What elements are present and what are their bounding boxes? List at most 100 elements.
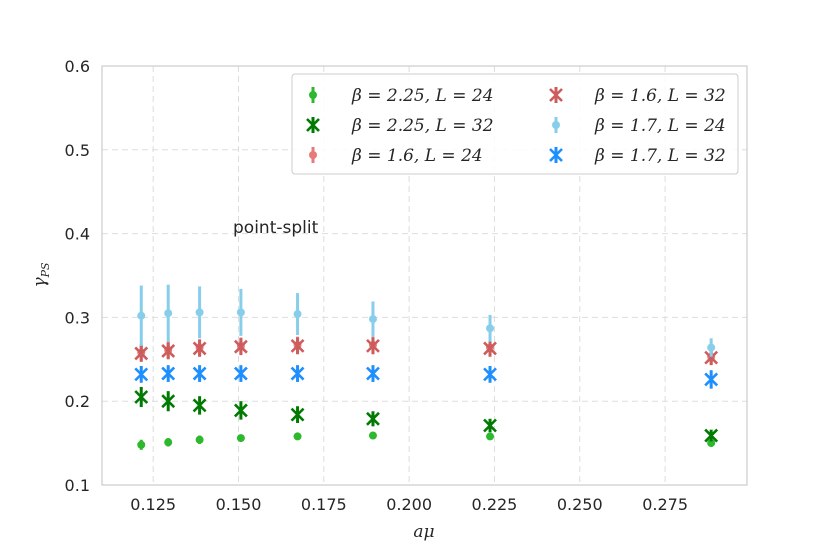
point-marker — [290, 338, 305, 353]
x-marker-stroke — [549, 148, 563, 162]
y-axis-label-sub: PS — [39, 262, 52, 278]
legend-marker — [309, 151, 317, 159]
point-marker — [368, 315, 377, 324]
y-axis-label: γPS — [30, 262, 52, 288]
point-marker — [293, 310, 302, 319]
x-marker-stroke — [549, 88, 563, 102]
point-marker — [195, 435, 204, 444]
point-marker — [366, 411, 380, 426]
y-tick-label: 0.6 — [65, 57, 90, 76]
y-tick-label: 0.5 — [65, 141, 90, 160]
x-tick-label: 0.225 — [472, 495, 518, 514]
legend-marker — [306, 118, 320, 132]
series-layer — [134, 284, 719, 450]
legend-entry: β = 2.25, L = 32 — [306, 116, 494, 136]
point-marker — [192, 398, 207, 413]
point-marker — [137, 311, 146, 320]
data-point — [483, 366, 497, 383]
x-marker-stroke — [306, 118, 320, 132]
point-marker — [483, 418, 497, 433]
point-marker — [192, 366, 207, 381]
point-marker — [707, 343, 716, 352]
point-marker — [195, 308, 204, 317]
data-point — [233, 401, 248, 420]
x-marker-stroke — [290, 366, 305, 381]
x-tick-label: 0.250 — [557, 495, 603, 514]
data-point — [134, 366, 149, 383]
data-point — [192, 340, 207, 357]
y-axis-label-main: γ — [30, 277, 50, 288]
legend-label: β = 1.6, L = 32 — [594, 86, 726, 106]
legend-frame — [291, 73, 739, 175]
x-marker-stroke — [704, 350, 719, 365]
legend-label: β = 2.25, L = 24 — [351, 86, 494, 106]
x-marker-stroke — [704, 372, 719, 387]
plot-frame — [101, 65, 748, 486]
x-marker-stroke — [134, 346, 149, 361]
point-marker — [486, 432, 495, 441]
legend-entry: β = 2.25, L = 24 — [309, 86, 494, 106]
point-marker — [483, 367, 497, 382]
point-marker — [233, 366, 248, 381]
point-marker — [161, 366, 176, 381]
legend-entry: β = 1.6, L = 32 — [549, 86, 726, 106]
data-point — [704, 370, 719, 389]
data-point — [368, 431, 377, 440]
x-marker-stroke — [290, 338, 305, 353]
point-marker — [290, 407, 305, 422]
x-marker-stroke — [192, 341, 207, 356]
data-point — [233, 338, 248, 356]
data-point — [293, 432, 302, 441]
data-point — [366, 411, 380, 427]
x-ticks: 0.125 0.150 0.175 0.200 0.225 0.250 0.275 — [130, 495, 688, 514]
y-tick-label: 0.2 — [65, 392, 90, 411]
point-marker — [290, 366, 305, 381]
point-marker — [192, 341, 207, 356]
annotation-label: point-split — [233, 218, 319, 238]
x-tick-label: 0.275 — [642, 495, 688, 514]
point-marker — [164, 309, 173, 318]
x-marker-stroke — [161, 366, 176, 381]
data-point — [704, 428, 719, 443]
point-marker — [293, 432, 302, 441]
x-marker-stroke — [161, 344, 176, 358]
data-point — [134, 386, 149, 408]
x-marker-stroke — [192, 398, 207, 413]
y-tick-label: 0.1 — [65, 476, 90, 495]
data-point — [236, 288, 245, 336]
x-tick-label: 0.200 — [386, 495, 432, 514]
point-marker — [134, 367, 149, 382]
point-marker — [704, 372, 719, 387]
point-marker — [161, 394, 176, 409]
point-marker — [486, 324, 495, 333]
legend-label: β = 1.7, L = 24 — [594, 116, 726, 136]
data-point — [161, 342, 176, 360]
legend-label: β = 1.6, L = 24 — [351, 146, 483, 166]
legend-marker — [549, 148, 563, 162]
data-point — [161, 391, 176, 412]
point-marker — [236, 434, 245, 443]
series-6 — [134, 365, 719, 389]
legend-entry: β = 1.6, L = 24 — [309, 146, 483, 166]
data-point — [161, 365, 176, 382]
x-marker-stroke — [233, 339, 248, 354]
point-marker — [368, 431, 377, 440]
point-marker — [233, 339, 248, 354]
legend-entry: β = 1.7, L = 32 — [549, 146, 726, 166]
data-point — [137, 439, 146, 450]
x-tick-label: 0.125 — [130, 495, 176, 514]
x-marker-stroke — [483, 367, 497, 382]
x-marker-stroke — [366, 366, 380, 381]
y-ticks: 0.1 0.2 0.3 0.4 0.5 0.6 — [65, 57, 90, 495]
data-point — [195, 286, 204, 339]
point-marker — [164, 438, 173, 447]
data-point — [164, 284, 173, 342]
series-5 — [137, 284, 716, 357]
point-marker — [233, 403, 248, 418]
series-2 — [134, 386, 719, 443]
data-point — [195, 435, 204, 444]
data-point — [134, 345, 149, 362]
x-marker-stroke — [134, 390, 149, 404]
data-point — [366, 337, 380, 355]
